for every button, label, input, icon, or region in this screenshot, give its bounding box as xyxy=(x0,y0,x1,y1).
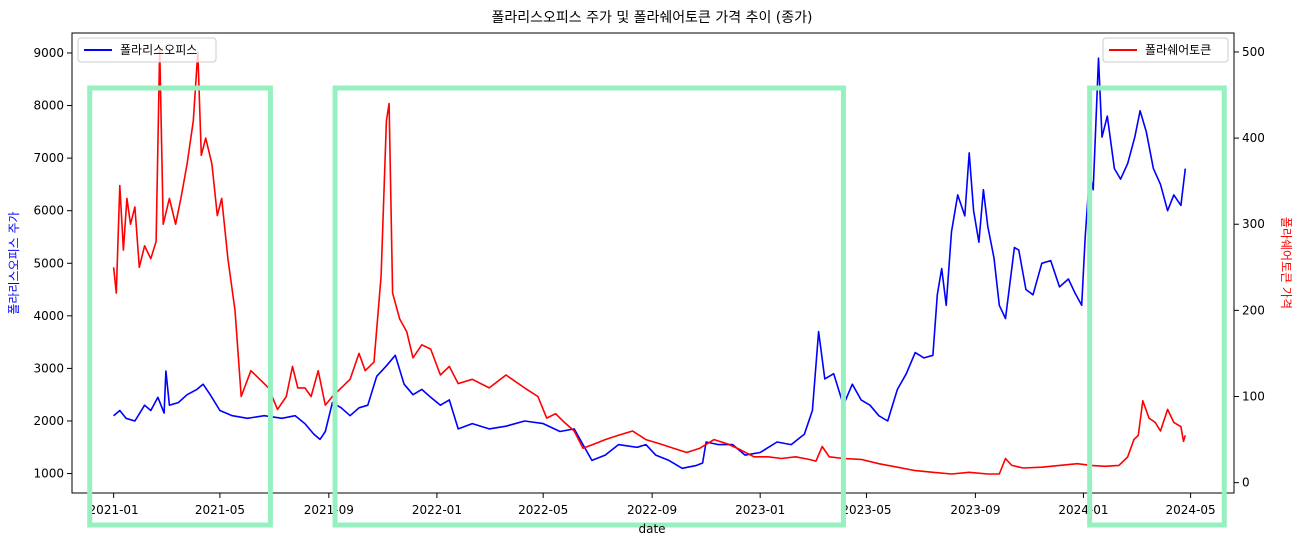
x-tick-label: 2024-01 xyxy=(1058,503,1108,517)
x-tick-label: 2023-05 xyxy=(841,503,891,517)
x-axis-title: date xyxy=(638,522,665,536)
x-tick-label: 2023-09 xyxy=(950,503,1000,517)
plot-area: 2021-01 2021-05 2021-09 2022-01 2022-05 2022-… xyxy=(33,32,1265,528)
highlight-layer xyxy=(87,85,1227,528)
highlight-box xyxy=(332,85,846,528)
legend-right: 폴라쉐어토큰 xyxy=(1102,37,1229,63)
x-tick-label: 2022-01 xyxy=(412,503,462,517)
legend-left-label: 폴라리스오피스 xyxy=(120,43,197,57)
highlight-box xyxy=(1087,85,1227,528)
legend-left: 폴라리스오피스 xyxy=(77,37,217,63)
x-tick-label: 2022-09 xyxy=(627,503,677,517)
legend-right-box xyxy=(1102,37,1229,63)
y-left-tick-label: 6000 xyxy=(33,204,64,218)
x-tick-label: 2022-05 xyxy=(518,503,568,517)
y-right-tick-label: 400 xyxy=(1242,131,1265,145)
series-layer xyxy=(112,46,1187,475)
x-tick-label: 2023-01 xyxy=(735,503,785,517)
chart-title: 폴라리스오피스 주가 및 폴라쉐어토큰 가격 추이 (종가) xyxy=(492,10,813,26)
y-right-tick-label: 100 xyxy=(1242,390,1265,404)
series-line-right xyxy=(112,46,1187,475)
x-tick-label: 2021-09 xyxy=(304,503,354,517)
y-left-tick-label: 2000 xyxy=(33,414,64,428)
y-right-tick-label: 500 xyxy=(1242,45,1265,59)
plot-frame xyxy=(71,32,1235,494)
y-right-tick-label: 200 xyxy=(1242,303,1265,317)
y-axis-left: 1000 2000 3000 4000 5000 6000 7000 8000 9000 xyxy=(33,46,72,481)
x-tick-label: 2024-05 xyxy=(1166,503,1216,517)
y-right-tick-label: 0 xyxy=(1242,476,1250,490)
legend-right-label: 폴라쉐어토큰 xyxy=(1145,43,1211,57)
y-left-tick-label: 3000 xyxy=(33,361,64,375)
y-axis-right: 0 100 200 300 400 500 xyxy=(1234,45,1265,490)
y-left-tick-label: 9000 xyxy=(33,46,64,60)
legend-left-box xyxy=(77,37,217,63)
y-left-tick-label: 4000 xyxy=(33,309,64,323)
y-left-tick-label: 5000 xyxy=(33,256,64,270)
x-tick-label: 2021-01 xyxy=(89,503,139,517)
y-axis-left-title: 폴라리스오피스 주가 xyxy=(7,211,21,314)
y-left-tick-label: 1000 xyxy=(33,467,64,481)
y-left-tick-label: 7000 xyxy=(33,151,64,165)
y-left-tick-label: 8000 xyxy=(33,99,64,113)
x-tick-label: 2021-05 xyxy=(195,503,245,517)
highlight-box xyxy=(87,85,273,528)
series-line-left xyxy=(113,57,1187,470)
y-axis-right-title: 폴라쉐어토큰 가격 xyxy=(1279,217,1293,309)
y-right-tick-label: 300 xyxy=(1242,217,1265,231)
x-axis: 2021-01 2021-05 2021-09 2022-01 2022-05 2022-… xyxy=(89,493,1216,517)
